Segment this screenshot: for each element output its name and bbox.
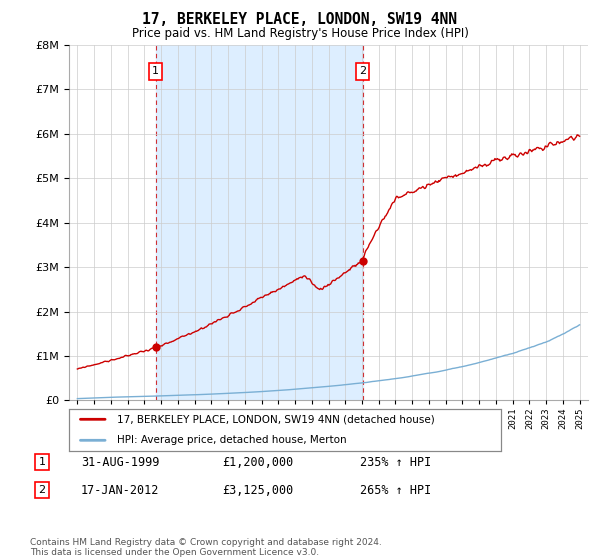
Text: 235% ↑ HPI: 235% ↑ HPI xyxy=(360,455,431,469)
Text: 265% ↑ HPI: 265% ↑ HPI xyxy=(360,483,431,497)
Text: £3,125,000: £3,125,000 xyxy=(222,483,293,497)
Text: 1: 1 xyxy=(38,457,46,467)
Text: 2: 2 xyxy=(38,485,46,495)
Text: 1: 1 xyxy=(152,67,159,77)
Text: 2: 2 xyxy=(359,67,367,77)
Text: HPI: Average price, detached house, Merton: HPI: Average price, detached house, Mert… xyxy=(116,435,346,445)
Text: 31-AUG-1999: 31-AUG-1999 xyxy=(81,455,160,469)
Text: 17, BERKELEY PLACE, LONDON, SW19 4NN: 17, BERKELEY PLACE, LONDON, SW19 4NN xyxy=(143,12,458,27)
Text: 17, BERKELEY PLACE, LONDON, SW19 4NN (detached house): 17, BERKELEY PLACE, LONDON, SW19 4NN (de… xyxy=(116,414,434,424)
Text: 17-JAN-2012: 17-JAN-2012 xyxy=(81,483,160,497)
Text: Contains HM Land Registry data © Crown copyright and database right 2024.
This d: Contains HM Land Registry data © Crown c… xyxy=(30,538,382,557)
Text: Price paid vs. HM Land Registry's House Price Index (HPI): Price paid vs. HM Land Registry's House … xyxy=(131,27,469,40)
Text: £1,200,000: £1,200,000 xyxy=(222,455,293,469)
Bar xyxy=(155,45,363,400)
